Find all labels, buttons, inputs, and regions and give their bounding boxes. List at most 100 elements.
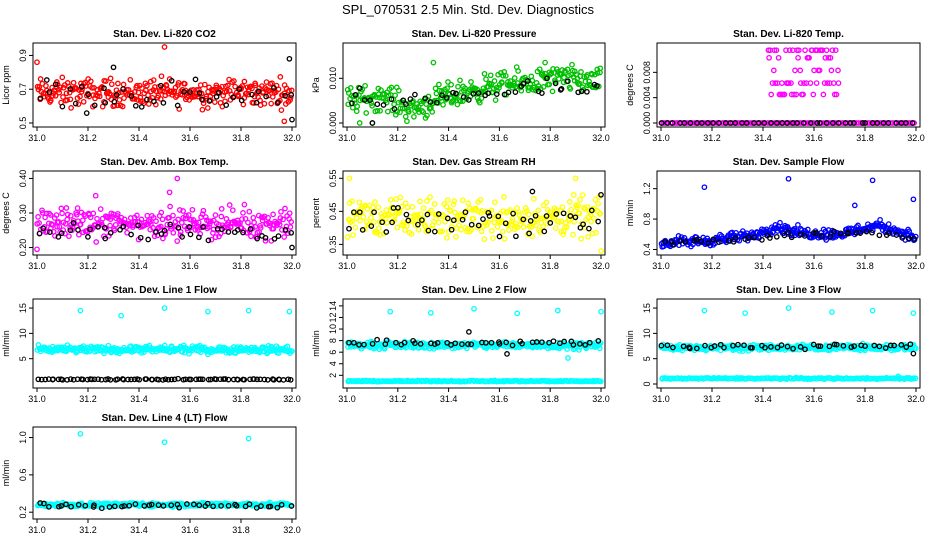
data-point [801, 80, 807, 86]
x-tick-label: 31.2 [389, 261, 407, 271]
data-point [387, 196, 394, 203]
data-point [533, 222, 539, 229]
data-point [594, 83, 600, 89]
data-point [579, 192, 586, 198]
data-point [810, 341, 817, 348]
data-point [233, 502, 240, 509]
data-point [144, 212, 151, 219]
data-point [230, 94, 237, 101]
data-point [475, 222, 482, 229]
data-point [234, 227, 241, 233]
data-point [862, 120, 869, 126]
data-point [823, 237, 830, 243]
data-point [225, 219, 232, 226]
data-point [153, 229, 159, 235]
data-point [91, 502, 97, 509]
data-point [893, 232, 900, 238]
data-point [225, 502, 232, 509]
data-point [76, 231, 82, 238]
data-point [687, 120, 694, 126]
data-point [135, 222, 141, 229]
data-point [857, 230, 864, 236]
data-point [444, 215, 451, 222]
data-point [575, 202, 581, 209]
data-point [37, 500, 44, 506]
data-point [427, 194, 433, 200]
data-point [352, 224, 359, 231]
data-point [790, 345, 796, 352]
x-tick-label: 31.8 [856, 261, 874, 271]
data-point [278, 107, 285, 113]
data-point [387, 308, 394, 315]
data-point [349, 198, 355, 204]
x-tick-label: 31.2 [703, 133, 721, 143]
data-point [420, 205, 427, 211]
data-point [450, 201, 457, 208]
data-point [781, 91, 788, 98]
data-point [36, 230, 43, 237]
data-point [114, 102, 121, 109]
data-point [240, 210, 246, 216]
data-point [82, 502, 89, 509]
data-point [171, 376, 178, 383]
y-tick-label: 0.4 [642, 243, 652, 256]
chart-title: Stan. Dev. Amb. Box Temp. [100, 157, 228, 168]
data-point [121, 95, 127, 101]
chart-title: Stan. Dev. Line 3 Flow [736, 285, 841, 296]
data-point [404, 204, 411, 211]
data-point [492, 97, 499, 103]
x-tick-label: 31.4 [130, 261, 148, 271]
data-point [492, 199, 498, 206]
data-point [400, 97, 407, 104]
data-point [428, 207, 434, 214]
data-point [555, 76, 562, 82]
data-point [535, 86, 541, 92]
data-point [513, 233, 519, 240]
data-point [83, 110, 90, 116]
data-point [454, 101, 461, 108]
data-point [158, 231, 165, 237]
x-tick-label: 31.6 [491, 394, 509, 404]
data-point [70, 220, 77, 226]
data-point [681, 120, 688, 126]
y-axis-label: ml/min [625, 200, 635, 227]
data-point [34, 59, 40, 66]
data-point [567, 86, 574, 92]
data-point [830, 120, 836, 126]
data-point [52, 81, 59, 88]
data-point [539, 90, 545, 96]
data-point [716, 239, 722, 245]
data-point [73, 85, 80, 92]
data-point [363, 110, 370, 116]
data-point [560, 231, 567, 238]
data-point [425, 227, 432, 234]
data-point [63, 501, 69, 508]
data-point [505, 89, 512, 96]
data-point [504, 351, 510, 357]
data-point [91, 376, 98, 383]
x-tick-label: 31.2 [79, 525, 97, 535]
data-point [584, 88, 590, 95]
data-point [564, 66, 571, 73]
data-point [578, 235, 585, 242]
data-point [499, 228, 506, 235]
data-point [289, 244, 295, 251]
chart-panel: Stan. Dev. Line 2 Flow ml/min 31.0 31.2 31.4… [311, 285, 610, 404]
data-point [440, 101, 446, 108]
x-tick-label: 31.8 [232, 133, 250, 143]
data-point [468, 227, 474, 233]
data-point [766, 54, 772, 61]
chart-title: Stan. Dev. Line 2 Flow [422, 285, 527, 296]
data-point [851, 343, 858, 349]
data-point [829, 309, 835, 315]
data-point [186, 224, 193, 230]
data-point [96, 93, 103, 100]
data-point [399, 105, 406, 112]
data-point [531, 196, 537, 202]
data-point [350, 232, 356, 238]
data-point [594, 66, 601, 73]
data-point [515, 68, 521, 74]
data-point [869, 229, 875, 236]
data-point [41, 500, 47, 507]
data-point [899, 235, 906, 241]
